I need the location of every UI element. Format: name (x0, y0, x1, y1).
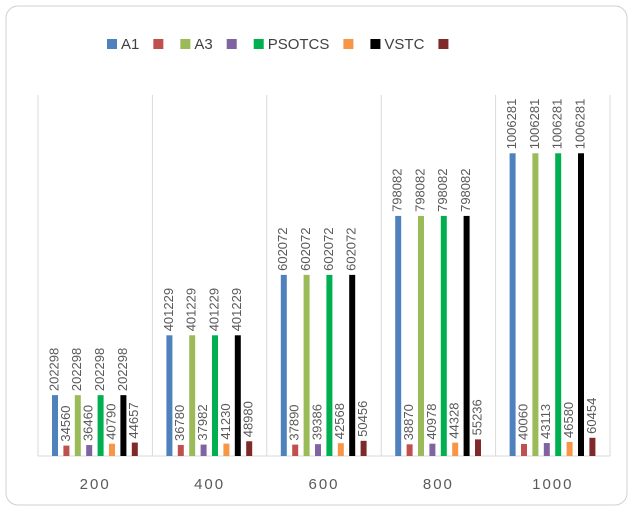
bar (326, 274, 333, 456)
data-label: 602072 (321, 227, 336, 270)
bar (589, 437, 596, 456)
data-label: 1006281 (504, 99, 519, 150)
data-label: 1006281 (550, 99, 565, 150)
data-label: 60454 (584, 398, 599, 434)
data-label: 37890 (287, 404, 302, 440)
data-label: 38870 (401, 404, 416, 440)
bar (555, 153, 562, 456)
data-label: 39386 (309, 404, 324, 440)
legend-label: A3 (194, 36, 212, 53)
x-tick-label: 200 (80, 476, 111, 493)
bar (532, 153, 539, 456)
data-label: 1006281 (527, 99, 542, 150)
bar (200, 444, 207, 456)
x-tick-label: 1000 (532, 476, 573, 493)
data-label: 44328 (447, 403, 462, 439)
legend-swatch (180, 39, 191, 49)
x-tick-label: 600 (308, 476, 339, 493)
data-label: 37982 (195, 404, 210, 440)
data-label: 55236 (469, 399, 484, 435)
bar (223, 443, 230, 456)
data-label: 41230 (218, 403, 233, 439)
bar (566, 441, 573, 456)
bar (349, 274, 356, 456)
bar (521, 443, 527, 456)
legend-swatch (226, 39, 237, 49)
bar (475, 439, 481, 456)
data-label: 798082 (458, 169, 473, 212)
chart-border (5, 5, 628, 506)
bar (131, 442, 138, 456)
bar (429, 443, 436, 456)
data-label: 798082 (412, 169, 427, 212)
data-label: 42568 (332, 403, 347, 439)
bar (280, 274, 287, 456)
bar (463, 215, 470, 456)
bar (543, 443, 550, 456)
data-label: 43113 (538, 404, 553, 439)
data-label: 40978 (424, 404, 439, 440)
legend-label: PSOTCS (268, 36, 330, 53)
data-label: 34560 (58, 405, 73, 441)
bar (189, 335, 196, 456)
data-label: 202298 (46, 348, 61, 391)
data-label: 202298 (115, 348, 130, 391)
data-label: 602072 (298, 227, 313, 270)
data-label: 401229 (184, 288, 199, 331)
data-label: 50456 (355, 401, 370, 437)
legend-label: A1 (121, 36, 139, 53)
data-label: 401229 (229, 288, 244, 331)
bar (452, 442, 459, 456)
bar (509, 153, 516, 456)
bar (440, 215, 447, 456)
data-label: 1006281 (572, 99, 587, 150)
data-label: 202298 (92, 348, 107, 391)
bar (395, 215, 402, 456)
data-label: 44657 (126, 402, 141, 438)
bar (406, 444, 413, 456)
bar (234, 335, 241, 456)
bar (74, 395, 81, 456)
data-label: 36780 (172, 405, 187, 441)
bar (315, 444, 321, 456)
data-label: 798082 (435, 169, 450, 212)
legend-swatch (153, 39, 164, 49)
data-label: 36460 (81, 405, 96, 441)
legend-swatch (107, 39, 117, 49)
data-label: 40060 (515, 404, 530, 440)
legend-swatch (253, 39, 264, 49)
bar (97, 395, 104, 456)
legend-swatch (370, 39, 381, 49)
bar (360, 440, 367, 456)
bar (418, 215, 424, 456)
bar (246, 441, 253, 456)
bar (303, 274, 310, 456)
data-label: 202298 (69, 348, 84, 391)
data-label: 401229 (161, 288, 176, 331)
data-label: 602072 (344, 227, 359, 270)
bar (578, 153, 584, 456)
bar (109, 443, 115, 456)
bar (63, 445, 70, 456)
x-tick-label: 800 (423, 476, 454, 493)
bar (292, 444, 299, 456)
bar (212, 335, 218, 456)
legend-swatch (438, 39, 449, 49)
data-label: 602072 (275, 227, 290, 270)
bar (120, 395, 127, 456)
bar (52, 395, 58, 456)
x-tick-label: 400 (194, 476, 225, 493)
data-label: 46580 (561, 402, 576, 438)
bar (177, 444, 184, 456)
bar (86, 445, 93, 456)
bar (166, 335, 173, 456)
data-label: 48980 (241, 401, 256, 437)
data-label: 798082 (390, 169, 405, 212)
bar (337, 443, 344, 456)
data-label: 401229 (206, 288, 221, 331)
legend-label: VSTC (384, 36, 424, 53)
legend-swatch (343, 39, 354, 49)
data-label: 40790 (103, 404, 118, 440)
